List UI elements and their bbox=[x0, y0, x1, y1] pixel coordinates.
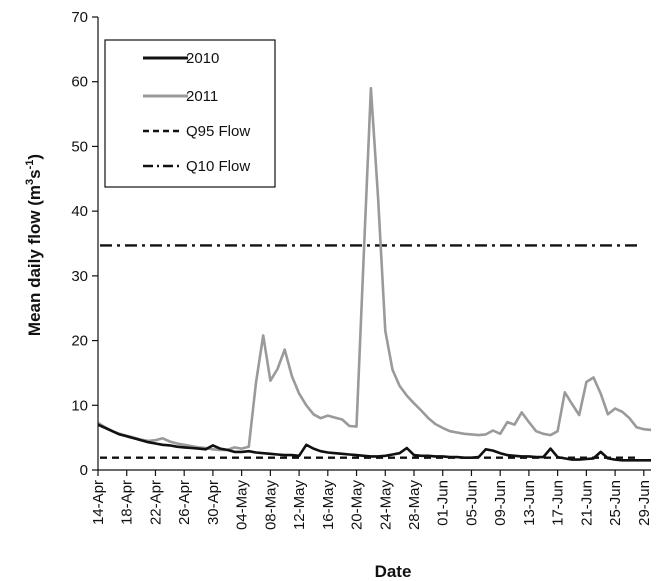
x-tick-label: 01-Jun bbox=[435, 480, 452, 526]
x-tick-label: 26-Apr bbox=[176, 480, 193, 525]
y-axis-title-mid: s bbox=[25, 169, 44, 178]
y-tick-label: 10 bbox=[71, 397, 88, 414]
legend-item-q10: Q10 Flow bbox=[143, 158, 250, 175]
legend-item-2010: 2010 bbox=[143, 50, 219, 67]
y-axis-title: Mean daily flow (m3s-1) bbox=[24, 154, 44, 336]
legend-box bbox=[104, 39, 276, 188]
axes bbox=[97, 17, 651, 471]
x-tick-label: 22-Apr bbox=[147, 480, 164, 525]
x-tick-label: 20-May bbox=[349, 480, 366, 531]
x-tick-label: 09-Jun bbox=[492, 480, 509, 526]
legend: 2010 2011 Q95 Flow Q10 Flow bbox=[104, 39, 276, 188]
legend-label-2011: 2011 bbox=[186, 88, 218, 105]
x-ticks: 14-Apr 18-Apr 22-Apr 26-Apr 30-Apr 04-May 08-M… bbox=[90, 470, 653, 530]
legend-item-2011: 2011 bbox=[143, 88, 218, 105]
y-tick-label: 50 bbox=[71, 138, 88, 155]
x-tick-label: 21-Jun bbox=[578, 480, 595, 526]
y-axis-title-end: ) bbox=[25, 154, 44, 160]
y-ticks: 0 10 20 30 40 50 60 70 bbox=[71, 9, 98, 479]
x-tick-label: 05-Jun bbox=[463, 480, 480, 526]
x-tick-label: 16-May bbox=[320, 480, 337, 531]
x-axis-title: Date bbox=[375, 562, 412, 581]
x-tick-label: 24-May bbox=[377, 480, 394, 531]
x-tick-label: 25-Jun bbox=[607, 480, 624, 526]
legend-label-2010: 2010 bbox=[186, 50, 219, 67]
legend-label-q10: Q10 Flow bbox=[186, 158, 250, 175]
y-axis-title-sup1: 3 bbox=[24, 179, 36, 185]
legend-item-q95: Q95 Flow bbox=[143, 123, 250, 140]
y-tick-label: 40 bbox=[71, 203, 88, 220]
x-tick-label: 18-Apr bbox=[119, 480, 136, 525]
y-tick-label: 60 bbox=[71, 74, 88, 91]
y-tick-label: 30 bbox=[71, 268, 88, 285]
x-tick-label: 13-Jun bbox=[521, 480, 538, 526]
y-tick-label: 20 bbox=[71, 333, 88, 350]
series-line-2010 bbox=[97, 423, 651, 462]
x-tick-label: 30-Apr bbox=[205, 480, 222, 525]
y-tick-label: 0 bbox=[80, 462, 88, 479]
y-tick-label: 70 bbox=[71, 9, 88, 26]
legend-label-q95: Q95 Flow bbox=[186, 123, 250, 140]
x-tick-label: 04-May bbox=[234, 480, 251, 531]
x-tick-label: 12-May bbox=[291, 480, 308, 531]
series-line-2011 bbox=[97, 86, 652, 452]
y-axis-title-sup2: -1 bbox=[24, 160, 36, 170]
x-tick-label: 28-May bbox=[406, 480, 423, 531]
x-tick-label: 17-Jun bbox=[550, 480, 567, 526]
x-tick-label: 14-Apr bbox=[90, 480, 107, 525]
x-tick-label: 08-May bbox=[262, 480, 279, 531]
x-tick-label: 29-Jun bbox=[636, 480, 653, 526]
series-layer bbox=[97, 86, 652, 462]
y-axis-title-main: Mean daily flow (m bbox=[25, 185, 44, 336]
